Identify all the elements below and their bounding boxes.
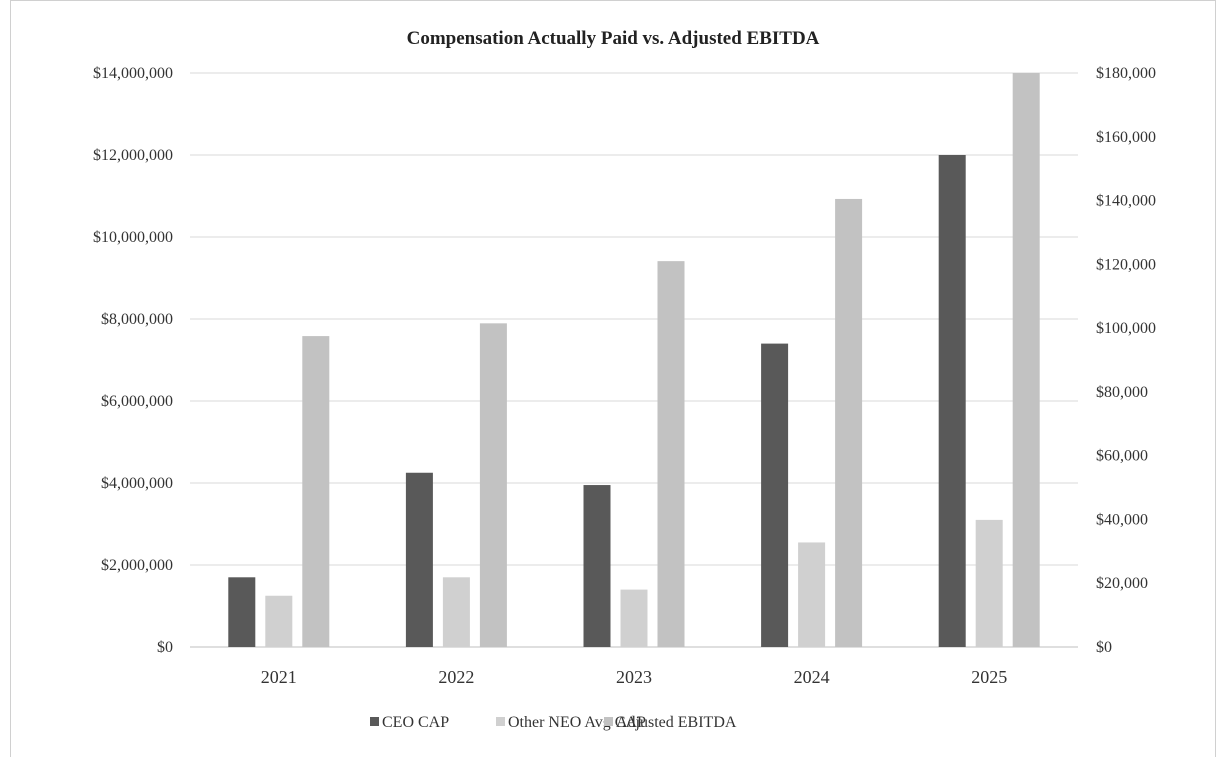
bar-ceo-cap-2025 (938, 155, 966, 647)
category-label: 2024 (794, 667, 830, 687)
bar-ceo-cap-2024 (761, 343, 789, 647)
left-tick-label: $14,000,000 (93, 65, 173, 82)
bar-ceo-cap-2022 (405, 472, 433, 647)
category-label: 2025 (971, 667, 1007, 687)
left-tick-label: $8,000,000 (101, 311, 173, 328)
right-tick-label: $40,000 (1096, 511, 1148, 528)
bar-adjusted-ebitda-2021 (302, 336, 330, 647)
right-tick-label: $80,000 (1096, 384, 1148, 401)
bar-adjusted-ebitda-2025 (1012, 73, 1040, 647)
left-tick-label: $12,000,000 (93, 147, 173, 164)
bar-adjusted-ebitda-2022 (479, 323, 507, 647)
bar-other-neo-avg-cap-2025 (975, 519, 1003, 647)
bar-other-neo-avg-cap-2022 (442, 577, 470, 647)
legend-swatch (496, 717, 505, 726)
chart-frame (10, 0, 1216, 757)
category-labels: 2021 2022 2023 2024 2025 (261, 667, 1007, 687)
right-tick-label: $100,000 (1096, 320, 1156, 337)
legend-label: CEO CAP (382, 714, 449, 731)
left-tick-label: $6,000,000 (101, 393, 173, 410)
left-tick-label: $0 (157, 639, 173, 656)
bar-adjusted-ebitda-2024 (835, 198, 863, 647)
bar-other-neo-avg-cap-2023 (620, 589, 648, 647)
left-tick-label: $2,000,000 (101, 557, 173, 574)
right-tick-label: $140,000 (1096, 193, 1156, 210)
left-tick-label: $4,000,000 (101, 475, 173, 492)
bar-adjusted-ebitda-2023 (657, 261, 685, 647)
category-label: 2021 (261, 667, 297, 687)
legend-swatch (604, 717, 613, 726)
bar-other-neo-avg-cap-2021 (265, 595, 293, 647)
right-tick-label: $20,000 (1096, 575, 1148, 592)
right-tick-label: $160,000 (1096, 129, 1156, 146)
bar-other-neo-avg-cap-2024 (798, 542, 826, 647)
left-axis-ticks: $0 $2,000,000 $4,000,000 $6,000,000 $8,000,0… (93, 65, 173, 656)
grid-lines (190, 72, 1078, 648)
chart-title: Compensation Actually Paid vs. Adjusted … (407, 28, 820, 49)
legend-swatch (370, 717, 379, 726)
right-tick-label: $60,000 (1096, 448, 1148, 465)
bars (228, 73, 1040, 647)
bar-ceo-cap-2023 (583, 485, 611, 647)
right-tick-label: $0 (1096, 639, 1112, 656)
right-axis-ticks: $0 $20,000 $40,000 $60,000 $80,000 $100,000 $1… (1096, 65, 1156, 656)
left-tick-label: $10,000,000 (93, 229, 173, 246)
right-tick-label: $180,000 (1096, 65, 1156, 82)
legend-label: Adjusted EBITDA (616, 714, 737, 731)
bar-ceo-cap-2021 (228, 577, 256, 647)
right-tick-label: $120,000 (1096, 256, 1156, 273)
category-label: 2023 (616, 667, 652, 687)
category-label: 2022 (438, 667, 474, 687)
